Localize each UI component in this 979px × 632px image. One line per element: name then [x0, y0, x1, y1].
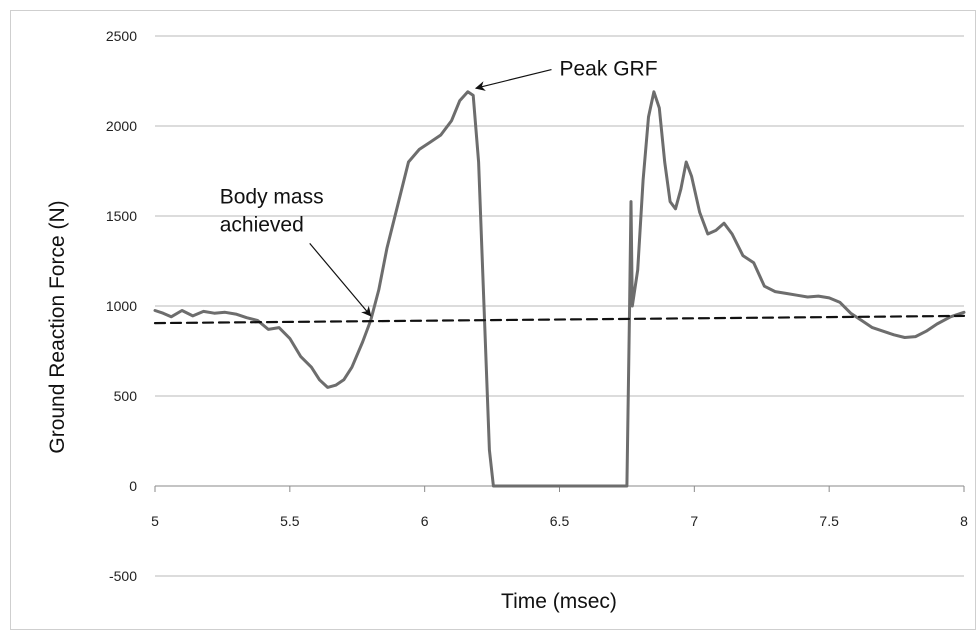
body-mass-dashed-line — [153, 314, 966, 325]
annotation-line: achieved — [220, 213, 304, 236]
x-tick-label: 8 — [960, 513, 968, 529]
annotation-label: Peak GRF — [560, 58, 658, 81]
y-axis-title: Ground Reaction Force (N) — [46, 200, 69, 453]
annotation-arrow — [474, 69, 552, 91]
annotation-arrow — [309, 243, 372, 317]
annotation-label: Body mass achieved — [220, 185, 324, 236]
x-tick-label: 5.5 — [280, 513, 300, 529]
grf-series-line — [153, 90, 966, 488]
annotation-line: Body mass — [220, 185, 324, 208]
x-tick-label: 5 — [151, 513, 159, 529]
y-tick-label: 500 — [114, 388, 138, 404]
y-tick-label: 0 — [129, 478, 137, 494]
x-tick-label: 7.5 — [819, 513, 839, 529]
x-axis-title: Time (msec) — [501, 590, 617, 613]
y-tick-label: -500 — [109, 568, 137, 584]
x-tick-label: 7 — [690, 513, 698, 529]
annotation-line: Peak GRF — [560, 58, 658, 81]
y-tick-label: 2000 — [106, 118, 137, 134]
y-tick-label: 2500 — [106, 28, 137, 44]
y-tick-label: 1500 — [106, 208, 137, 224]
x-tick-label: 6.5 — [550, 513, 570, 529]
x-tick-label: 6 — [421, 513, 429, 529]
y-tick-label: 1000 — [106, 298, 137, 314]
